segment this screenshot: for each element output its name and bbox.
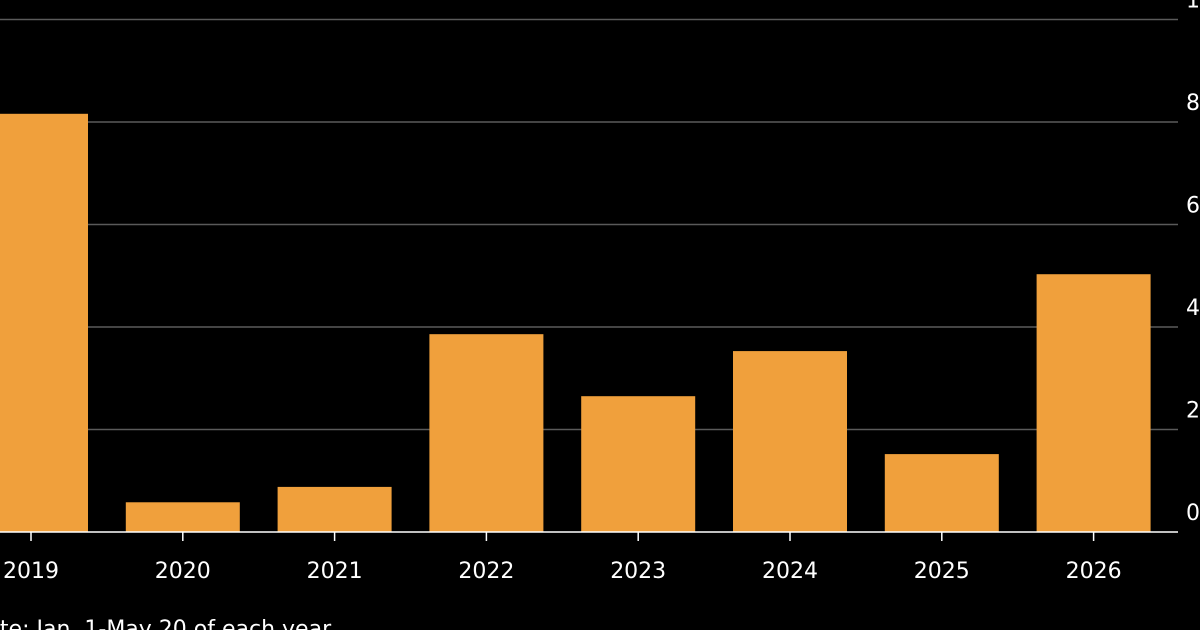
y-tick-label: 200 — [1186, 399, 1200, 424]
bar — [1036, 274, 1151, 532]
x-tick-label: 2025 — [914, 559, 970, 584]
bar — [0, 113, 88, 533]
x-tick-label: 2021 — [307, 559, 363, 584]
bar — [429, 334, 544, 532]
y-tick-label: 0 — [1186, 501, 1200, 526]
bar — [581, 396, 696, 532]
bar — [277, 486, 392, 532]
x-tick-label: 2024 — [762, 559, 818, 584]
bar — [884, 454, 999, 532]
bar — [125, 502, 240, 532]
bar — [733, 351, 847, 532]
x-tick-label: 2026 — [1066, 559, 1122, 584]
y-tick-label: 400 — [1186, 296, 1200, 321]
note: Note: Jan. 1-May 20 of each year — [0, 617, 332, 630]
y-tick-label: 1,000 — [1186, 0, 1200, 14]
x-tick-label: 2023 — [610, 559, 666, 584]
x-tick-label: 2022 — [458, 559, 514, 584]
x-tick-label: 2019 — [3, 559, 59, 584]
y-tick-label: 800 — [1186, 91, 1200, 116]
x-tick-label: 2020 — [155, 559, 211, 584]
y-tick-label: 600 — [1186, 194, 1200, 219]
